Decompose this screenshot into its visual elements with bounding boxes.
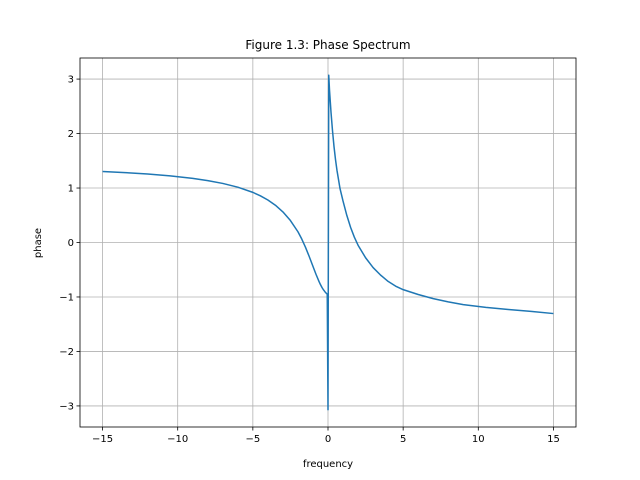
x-tick-label: −15 <box>92 434 113 445</box>
x-tick-label: 15 <box>547 434 560 445</box>
y-tick-label: −1 <box>59 292 74 303</box>
chart-title: Figure 1.3: Phase Spectrum <box>245 38 410 52</box>
y-tick-label: −3 <box>59 401 74 412</box>
x-tick-label: 0 <box>325 434 331 445</box>
y-tick-label: 0 <box>68 238 74 249</box>
y-tick-label: −2 <box>59 347 74 358</box>
y-tick-label: 3 <box>68 75 74 86</box>
x-tick-label: 10 <box>472 434 485 445</box>
y-axis-label: phase <box>33 228 44 258</box>
x-tick-label: −10 <box>167 434 188 445</box>
y-tick-label: 2 <box>68 129 74 140</box>
series-group <box>102 74 554 411</box>
y-axis-ticks: −3 −2 −1 0 1 2 3 <box>59 75 80 412</box>
x-axis-ticks: −15 −10 −5 0 5 10 15 <box>92 427 560 445</box>
x-tick-label: 5 <box>400 434 406 445</box>
phase-series-line <box>102 74 554 411</box>
y-tick-label: 1 <box>68 184 74 195</box>
x-axis-label: frequency <box>303 459 353 470</box>
x-tick-label: −5 <box>245 434 260 445</box>
